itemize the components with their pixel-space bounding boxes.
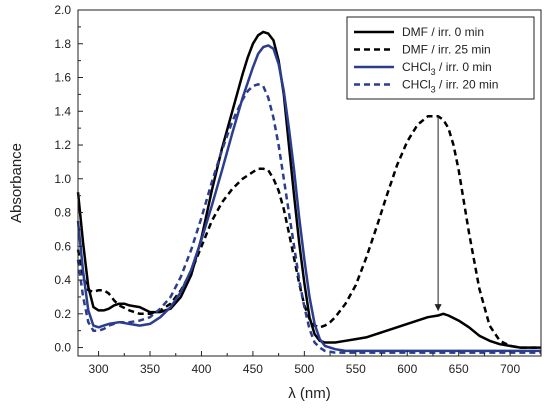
x-tick-label: 500 [294, 362, 314, 376]
x-tick-label: 700 [500, 362, 520, 376]
y-tick-label: 1.6 [54, 71, 71, 85]
series-line-4 [76, 83, 541, 354]
y-tick-label: 1.4 [54, 104, 71, 118]
y-tick-label: 0.2 [54, 307, 71, 321]
legend-label-1: DMF / irr. 0 min [402, 25, 484, 39]
y-tick-label: 2.0 [54, 3, 71, 17]
x-tick-label: 350 [140, 362, 160, 376]
x-tick-label: 550 [346, 362, 366, 376]
x-tick-label: 300 [89, 362, 109, 376]
y-tick-label: 0.0 [54, 341, 71, 355]
series-line-2 [76, 115, 541, 349]
legend-label-3: CHCl3 / irr. 0 min [402, 60, 492, 77]
y-tick-label: 1.2 [54, 138, 71, 152]
x-tick-label: 400 [191, 362, 211, 376]
y-axis-title: Absorbance [8, 143, 25, 223]
y-tick-label: 0.8 [54, 206, 71, 220]
legend-label-2: DMF / irr. 25 min [402, 43, 491, 57]
x-tick-label: 450 [243, 362, 263, 376]
plot-frame [77, 9, 542, 357]
legend: DMF / irr. 0 min DMF / irr. 25 min CHCl3 /… [346, 16, 535, 100]
x-tick-label: 650 [449, 362, 469, 376]
y-tick-label: 1.0 [54, 172, 71, 186]
tick-layer: 300 350 400 450 500 550 600 650 700 0.0 0.2 0.4 0.6 0… [54, 3, 520, 376]
legend-label-4: CHCl3 / irr. 20 min [402, 78, 498, 95]
x-axis-title: λ (nm) [288, 385, 331, 402]
series-line-1 [76, 30, 541, 349]
y-tick-label: 0.6 [54, 239, 71, 253]
y-tick-label: 1.8 [54, 37, 71, 51]
y-tick-label: 0.4 [54, 273, 71, 287]
series-layer [76, 30, 541, 354]
x-tick-label: 600 [397, 362, 417, 376]
